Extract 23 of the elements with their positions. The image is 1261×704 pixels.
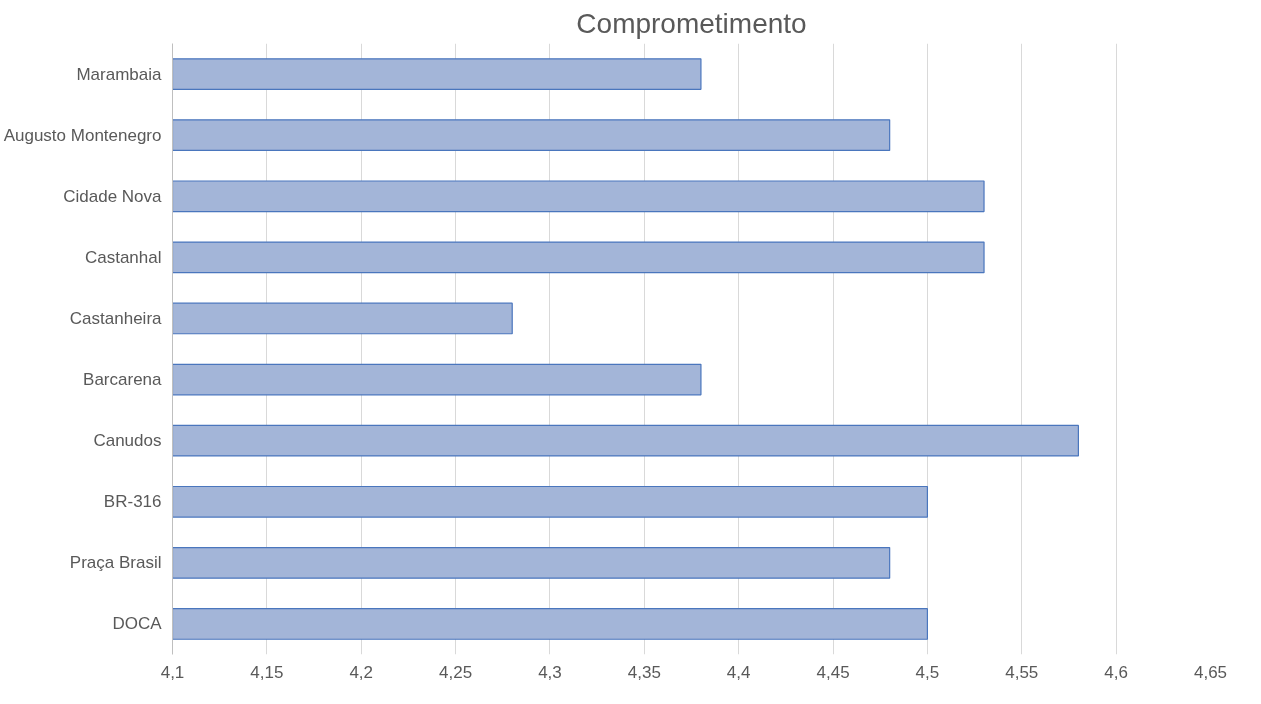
x-tick-label: 4,3 [538,662,562,682]
y-tick-label: Augusto Montenegro [3,125,162,145]
y-tick-label: BR-316 [103,492,162,512]
y-tick-label: Cidade Nova [63,186,163,206]
x-tick-label: 4,2 [349,662,374,682]
x-tick-label: 4,4 [726,662,751,682]
y-tick-label: Praça Brasil [69,553,162,573]
x-tick-label: 4,45 [816,662,850,682]
y-tick-label: Marambaia [76,64,163,84]
x-tick-label: 4,6 [1104,662,1128,682]
x-tick-label: 4,55 [1005,662,1039,682]
y-tick-label: DOCA [112,614,163,634]
chart-title: Comprometimento [576,7,807,39]
y-tick-label: Castanhal [84,247,162,267]
x-tick-label: 4,25 [439,662,473,682]
y-tick-label: Barcarena [83,370,163,390]
x-tick-label: 4,5 [915,662,940,682]
x-tick-label: 4,15 [250,662,284,682]
x-tick-label: 4,35 [627,662,661,682]
y-tick-label: Canudos [93,431,162,451]
y-tick-label: Castanheira [69,308,163,328]
x-tick-label: 4,65 [1193,662,1228,682]
x-tick-label: 4,1 [160,662,185,682]
